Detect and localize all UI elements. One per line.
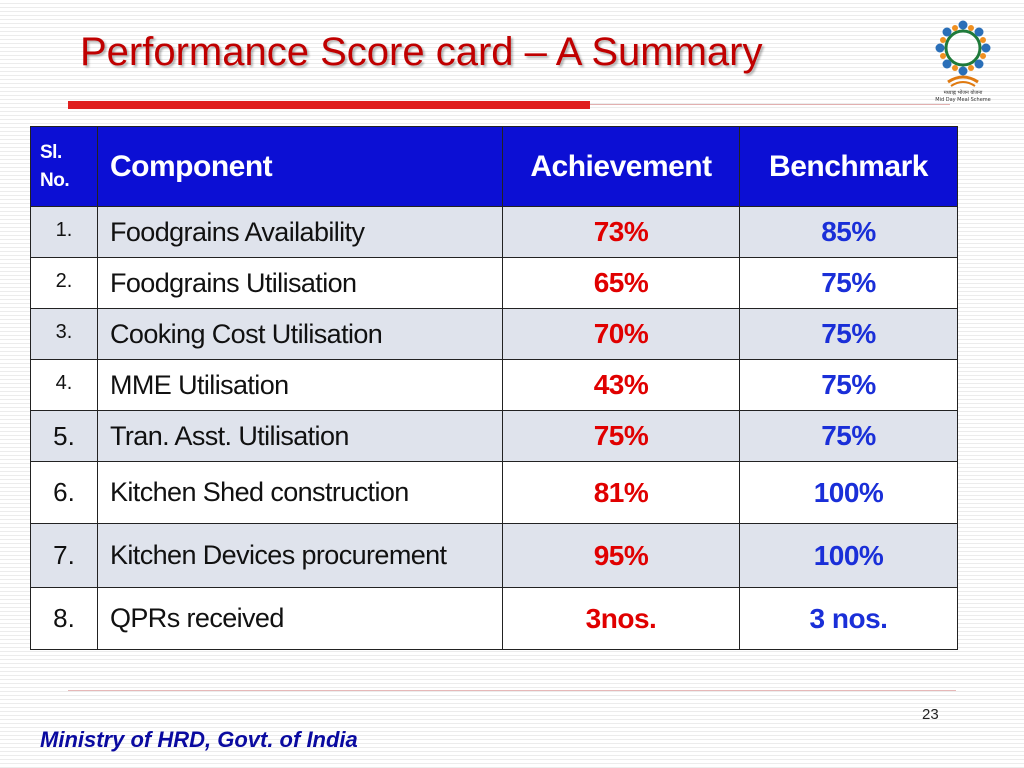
row-benchmark: 85% xyxy=(739,206,958,258)
footer-divider xyxy=(68,690,956,691)
row-benchmark: 100% xyxy=(739,461,958,524)
title-underline xyxy=(68,101,590,109)
row-component: Tran. Asst. Utilisation xyxy=(97,410,503,462)
table-row: 8. QPRs received 3nos. 3 nos. xyxy=(30,587,958,650)
row-sl-no: 2. xyxy=(30,257,98,309)
logo-caption-english: Mid Day Meal Scheme xyxy=(935,97,991,103)
row-sl-no: 3. xyxy=(30,308,98,360)
row-achievement: 43% xyxy=(502,359,740,411)
header-achievement: Achievement xyxy=(502,126,740,207)
row-component: QPRs received xyxy=(97,587,503,650)
row-component: Kitchen Shed construction xyxy=(97,461,503,524)
row-component: Foodgrains Availability xyxy=(97,206,503,258)
row-achievement: 70% xyxy=(502,308,740,360)
row-sl-no: 5. xyxy=(30,410,98,462)
table-row: 1. Foodgrains Availability 73% 85% xyxy=(30,206,958,258)
table-row: 4. MME Utilisation 43% 75% xyxy=(30,359,958,411)
row-achievement: 75% xyxy=(502,410,740,462)
table-header-row: Sl. No. Component Achievement Benchmark xyxy=(30,126,958,207)
header-component: Component xyxy=(97,126,503,207)
logo-caption-hindi: मध्याह्न भोजन योजना xyxy=(943,90,983,96)
row-achievement: 65% xyxy=(502,257,740,309)
footer-organization: Ministry of HRD, Govt. of India xyxy=(40,727,358,752)
header-benchmark: Benchmark xyxy=(739,126,958,207)
row-achievement: 3nos. xyxy=(502,587,740,650)
row-sl-no: 7. xyxy=(30,523,98,588)
row-component: MME Utilisation xyxy=(97,359,503,411)
logo-caption: मध्याह्न भोजन योजना Mid Day Meal Scheme xyxy=(926,90,1000,104)
row-component: Cooking Cost Utilisation xyxy=(97,308,503,360)
row-sl-no: 1. xyxy=(30,206,98,258)
table-row: 2. Foodgrains Utilisation 65% 75% xyxy=(30,257,958,309)
slide-title: Performance Score card – A Summary xyxy=(80,30,763,74)
row-sl-no: 4. xyxy=(30,359,98,411)
row-benchmark: 75% xyxy=(739,410,958,462)
row-achievement: 81% xyxy=(502,461,740,524)
row-achievement: 73% xyxy=(502,206,740,258)
mid-day-meal-logo: मध्याह्न भोजन योजना Mid Day Meal Scheme xyxy=(926,14,1000,110)
row-component: Kitchen Devices procurement xyxy=(97,523,503,588)
page-number: 23 xyxy=(922,706,939,723)
table-row: 5. Tran. Asst. Utilisation 75% 75% xyxy=(30,410,958,462)
header-sl-line1: Sl. xyxy=(40,141,62,163)
table-row: 3. Cooking Cost Utilisation 70% 75% xyxy=(30,308,958,360)
row-sl-no: 8. xyxy=(30,587,98,650)
table-row: 6. Kitchen Shed construction 81% 100% xyxy=(30,461,958,524)
row-component: Foodgrains Utilisation xyxy=(97,257,503,309)
row-achievement: 95% xyxy=(502,523,740,588)
row-sl-no: 6. xyxy=(30,461,98,524)
row-benchmark: 75% xyxy=(739,359,958,411)
row-benchmark: 75% xyxy=(739,308,958,360)
row-benchmark: 75% xyxy=(739,257,958,309)
header-sl-no: Sl. No. xyxy=(30,126,98,207)
table-row: 7. Kitchen Devices procurement 95% 100% xyxy=(30,523,958,588)
logo-emblem-icon xyxy=(935,20,991,87)
score-table: Sl. No. Component Achievement Benchmark … xyxy=(30,126,958,650)
row-benchmark: 3 nos. xyxy=(739,587,958,650)
row-benchmark: 100% xyxy=(739,523,958,588)
header-sl-line2: No. xyxy=(40,169,70,191)
title-underline-thin xyxy=(590,104,950,105)
